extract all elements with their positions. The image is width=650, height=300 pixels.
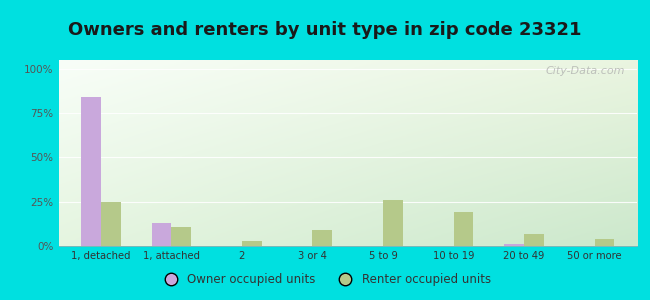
Bar: [81, 97, 101, 246]
Text: Owners and renters by unit type in zip code 23321: Owners and renters by unit type in zip c…: [68, 21, 582, 39]
Bar: [504, 244, 524, 246]
Legend: Owner occupied units, Renter occupied units: Owner occupied units, Renter occupied un…: [154, 269, 496, 291]
Bar: [172, 226, 191, 246]
Bar: [313, 230, 332, 246]
Bar: [524, 234, 544, 246]
Bar: [454, 212, 473, 246]
Text: City-Data.com: City-Data.com: [546, 66, 625, 76]
Bar: [151, 223, 172, 246]
Bar: [242, 241, 262, 246]
Bar: [595, 239, 614, 246]
Bar: [383, 200, 403, 246]
Bar: [101, 202, 121, 246]
